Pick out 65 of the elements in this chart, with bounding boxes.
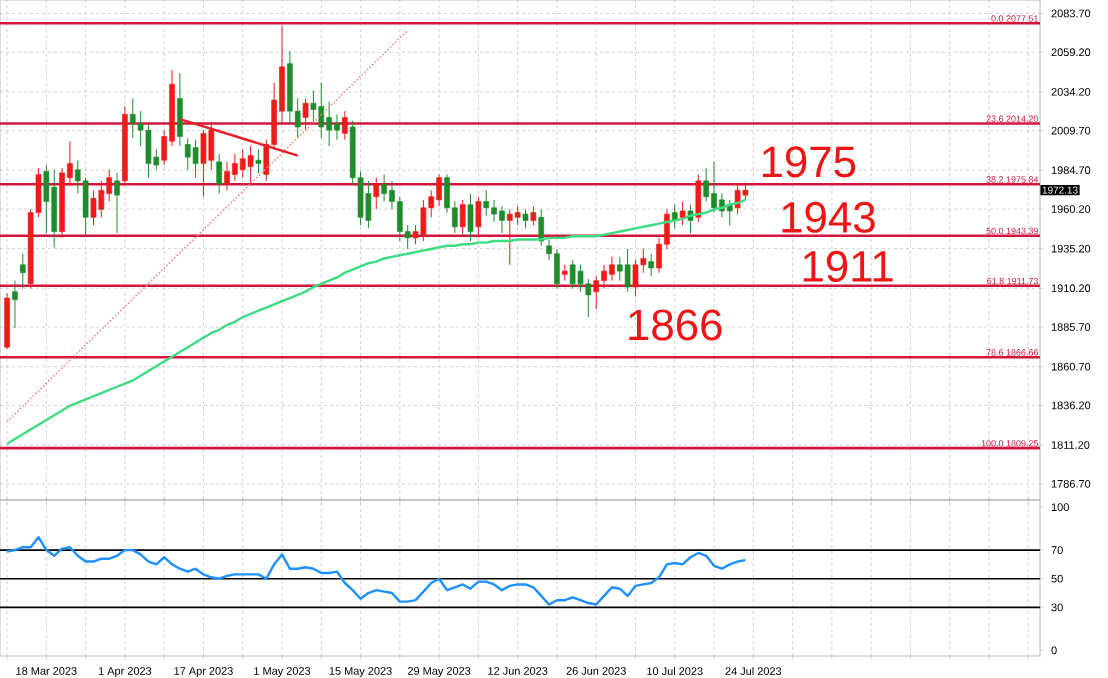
candlestick xyxy=(499,205,505,234)
candlestick xyxy=(569,259,576,290)
candlestick xyxy=(98,180,105,218)
candlestick xyxy=(200,129,207,198)
candlestick xyxy=(467,193,474,242)
candlestick xyxy=(436,174,442,207)
candlestick xyxy=(326,101,332,147)
candlestick xyxy=(624,248,631,293)
candlestick xyxy=(82,177,89,236)
candlestick xyxy=(514,205,521,226)
candlestick xyxy=(287,50,293,125)
candlestick xyxy=(703,167,709,202)
candlestick xyxy=(538,208,545,247)
candlestick xyxy=(208,123,215,171)
candlestick xyxy=(585,278,592,318)
candlestick xyxy=(247,145,254,187)
candlestick xyxy=(679,200,686,226)
candlestick xyxy=(475,196,482,239)
candlestick xyxy=(554,248,560,290)
candlestick xyxy=(177,72,183,147)
candlestick xyxy=(397,196,403,242)
candlestick xyxy=(310,90,317,123)
candlestick xyxy=(483,189,490,217)
candlestick xyxy=(530,205,537,226)
candlestick xyxy=(318,82,325,139)
candlestick xyxy=(601,264,607,290)
candlestick xyxy=(334,113,340,141)
candlestick xyxy=(114,172,120,234)
annotation: 1975 xyxy=(762,146,856,178)
candlestick xyxy=(593,275,600,310)
candlestick xyxy=(145,123,152,179)
candlestick xyxy=(609,256,615,282)
candlestick xyxy=(365,180,372,229)
candlestick xyxy=(695,174,702,223)
candlestick xyxy=(381,174,387,202)
candlestick xyxy=(90,189,97,226)
candlestick xyxy=(255,148,262,174)
candlestick xyxy=(420,199,427,242)
candlestick xyxy=(491,199,497,223)
candlestick xyxy=(648,253,654,277)
candlestick xyxy=(19,253,26,290)
annotation: 1911 xyxy=(803,250,893,282)
candlestick xyxy=(577,264,584,293)
annotation: 1943 xyxy=(782,201,875,233)
candlestick xyxy=(216,153,222,195)
annotation: 1866 xyxy=(629,309,722,341)
candlestick xyxy=(522,208,529,229)
candlestick xyxy=(192,139,199,179)
candlestick xyxy=(711,161,717,214)
candlestick xyxy=(184,137,191,171)
candlestick xyxy=(129,98,136,139)
candlestick xyxy=(232,153,238,182)
candlestick xyxy=(373,177,380,210)
candlestick xyxy=(224,161,230,191)
candlestick xyxy=(506,208,513,266)
candlestick xyxy=(51,169,58,248)
candlestick xyxy=(632,259,639,297)
candlestick xyxy=(106,169,112,202)
candlestick xyxy=(12,280,18,329)
candlestick xyxy=(43,164,50,234)
candlestick xyxy=(459,199,466,236)
candlestick xyxy=(616,256,623,282)
candlestick xyxy=(342,110,348,141)
candlestick xyxy=(302,98,309,131)
candlestick xyxy=(239,148,246,179)
